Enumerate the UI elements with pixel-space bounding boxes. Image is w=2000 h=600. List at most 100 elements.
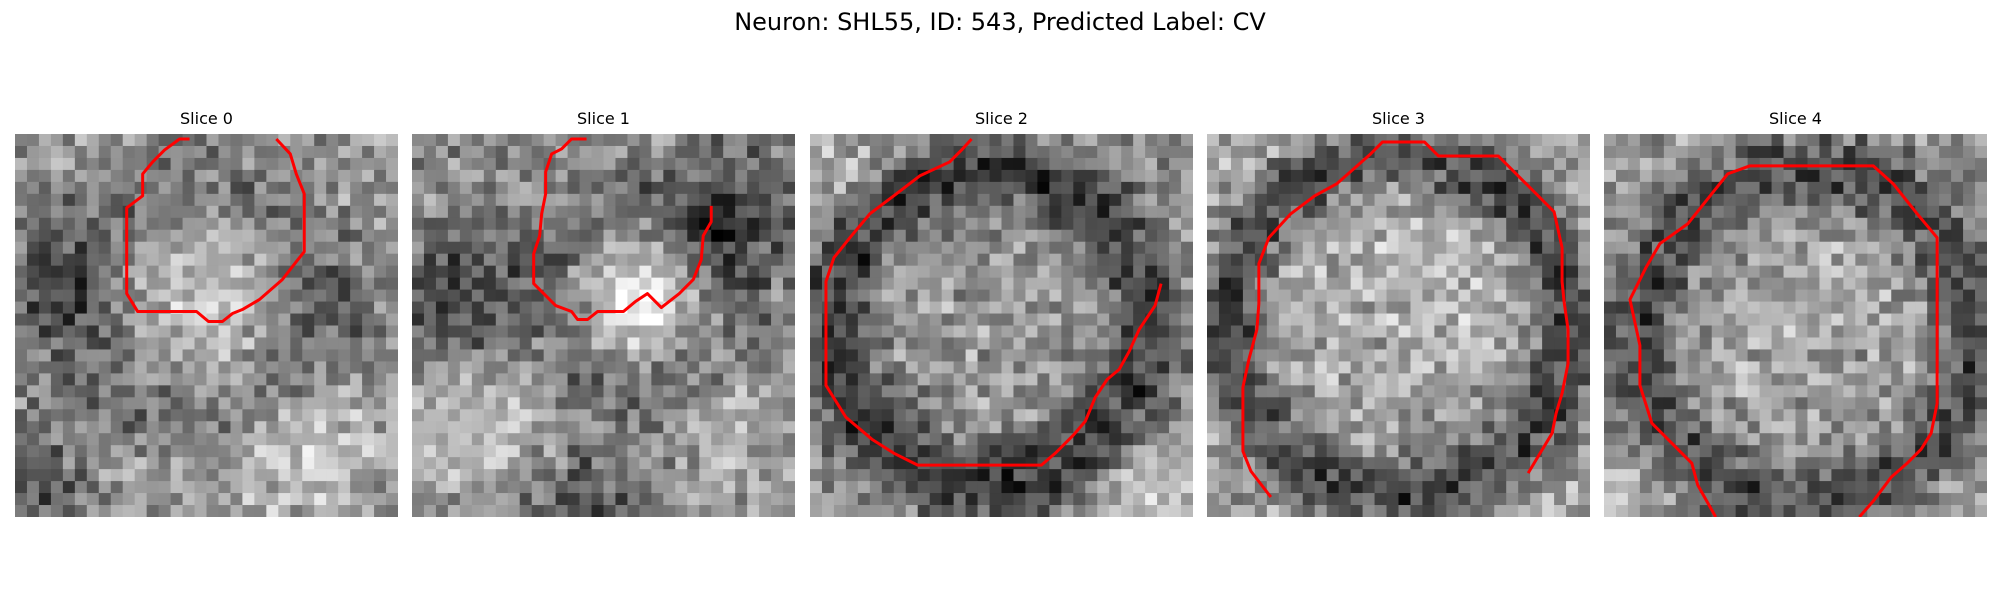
pixel-cell <box>435 301 449 315</box>
pixel-cell <box>1795 181 1808 195</box>
pixel-cell <box>953 217 967 231</box>
pixel-cell <box>711 145 724 159</box>
pixel-cell <box>845 493 859 506</box>
pixel-cell <box>74 134 88 147</box>
pixel-cell <box>783 373 795 386</box>
pixel-cell <box>1566 469 1579 482</box>
pixel-cell <box>929 349 943 362</box>
pixel-cell <box>1097 253 1110 267</box>
pixel-cell <box>1819 134 1832 147</box>
pixel-cell <box>1242 325 1256 338</box>
pixel-cell <box>1254 421 1268 434</box>
pixel-cell <box>182 289 196 303</box>
pixel-cell <box>615 193 628 207</box>
pixel-cell <box>1518 241 1531 255</box>
pixel-cell <box>989 253 1002 267</box>
pixel-cell <box>989 409 1002 422</box>
pixel-cell <box>86 445 100 458</box>
pixel-cell <box>218 241 231 255</box>
pixel-cell <box>1843 217 1856 231</box>
pixel-cell <box>483 445 497 458</box>
pixel-cell <box>627 313 640 326</box>
pixel-cell <box>567 445 581 458</box>
pixel-cell <box>1230 145 1244 159</box>
pixel-cell <box>302 157 315 171</box>
pixel-cell <box>1073 289 1086 303</box>
pixel-cell <box>977 493 991 506</box>
pixel-cell <box>1747 134 1761 147</box>
pixel-cell <box>194 421 207 434</box>
pixel-cell <box>1133 181 1146 195</box>
pixel-cell <box>1951 145 1964 159</box>
pixel-cell <box>735 445 748 458</box>
pixel-cell <box>821 217 835 231</box>
pixel-cell <box>965 145 979 159</box>
pixel-cell <box>1687 229 1701 243</box>
pixel-cell <box>1747 193 1761 207</box>
pixel-cell <box>869 193 883 207</box>
pixel-cell <box>1410 301 1423 315</box>
pixel-cell <box>1157 169 1170 183</box>
pixel-cell <box>110 277 124 291</box>
pixel-cell <box>1795 433 1808 446</box>
pixel-cell <box>1398 205 1411 219</box>
pixel-cell <box>1446 445 1459 458</box>
pixel-cell <box>1771 409 1785 422</box>
pixel-cell <box>1037 421 1050 434</box>
pixel-cell <box>747 301 760 315</box>
pixel-cell <box>1687 169 1701 183</box>
pixel-cell <box>350 145 363 159</box>
pixel-cell <box>771 445 784 458</box>
pixel-cell <box>869 265 883 279</box>
pixel-cell <box>1975 433 1987 446</box>
pixel-cell <box>1350 481 1364 494</box>
pixel-cell <box>26 265 40 279</box>
pixel-cell <box>591 134 604 147</box>
pixel-cell <box>182 253 196 267</box>
pixel-cell <box>278 493 291 506</box>
pixel-cell <box>1290 289 1304 303</box>
pixel-cell <box>1338 229 1352 243</box>
pixel-cell <box>1675 397 1689 410</box>
pixel-cell <box>1578 445 1590 458</box>
pixel-cell <box>953 229 967 243</box>
pixel-cell <box>1314 157 1328 171</box>
pixel-cell <box>110 134 124 147</box>
pixel-cell <box>1795 265 1808 279</box>
pixel-cell <box>941 205 955 219</box>
pixel-cell <box>1326 157 1340 171</box>
pixel-cell <box>519 385 533 398</box>
pixel-cell <box>1218 277 1232 291</box>
pixel-cell <box>302 469 315 482</box>
pixel-cell <box>905 361 919 374</box>
pixel-cell <box>977 313 991 326</box>
pixel-cell <box>857 493 871 506</box>
pixel-cell <box>1073 157 1086 171</box>
pixel-cell <box>1278 265 1292 279</box>
pixel-cell <box>1879 277 1892 291</box>
pixel-cell <box>50 445 64 458</box>
pixel-cell <box>1663 457 1677 470</box>
pixel-cell <box>1518 265 1531 279</box>
pixel-cell <box>350 373 363 386</box>
pixel-cell <box>62 349 76 362</box>
pixel-cell <box>412 409 425 422</box>
pixel-cell <box>362 301 375 315</box>
pixel-cell <box>1915 289 1928 303</box>
pixel-cell <box>194 457 207 470</box>
pixel-cell <box>1675 157 1689 171</box>
pixel-cell <box>965 505 979 517</box>
pixel-cell <box>1831 169 1844 183</box>
pixel-cell <box>929 469 943 482</box>
pixel-cell <box>639 253 652 267</box>
pixel-cell <box>543 145 557 159</box>
pixel-cell <box>15 373 28 386</box>
pixel-cell <box>447 277 461 291</box>
pixel-cell <box>711 217 724 231</box>
pixel-cell <box>1651 205 1665 219</box>
pixel-cell <box>1218 481 1232 494</box>
pixel-cell <box>459 361 473 374</box>
pixel-cell <box>146 193 160 207</box>
pixel-cell <box>675 349 688 362</box>
pixel-cell <box>206 265 219 279</box>
